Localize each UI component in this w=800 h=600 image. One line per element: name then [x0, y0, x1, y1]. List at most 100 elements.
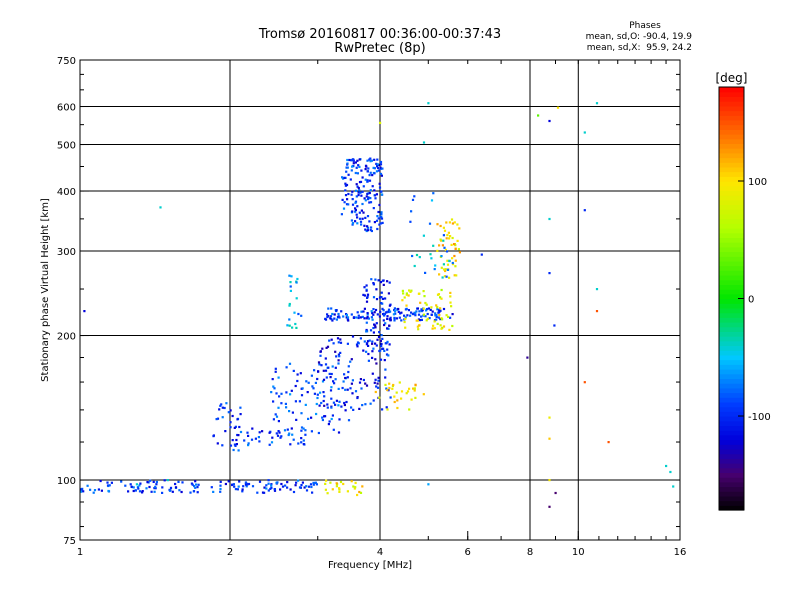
data-point — [288, 274, 291, 277]
data-point — [257, 436, 260, 439]
colorbar-segment — [719, 195, 744, 201]
data-point — [272, 418, 275, 421]
colorbar-segment — [719, 303, 744, 309]
data-point — [229, 444, 233, 447]
data-point — [354, 161, 357, 164]
data-point — [367, 192, 370, 195]
data-point — [347, 192, 350, 196]
data-point — [437, 311, 440, 314]
data-point — [338, 355, 341, 358]
data-point — [277, 406, 280, 409]
data-point — [389, 396, 392, 399]
data-point — [415, 310, 418, 313]
data-point — [233, 485, 236, 488]
data-point — [445, 314, 448, 317]
data-point — [367, 317, 370, 320]
data-point — [110, 481, 113, 484]
data-point — [371, 342, 374, 345]
data-point — [375, 322, 378, 325]
data-point — [354, 210, 357, 213]
colorbar-segment — [719, 87, 744, 93]
data-point — [446, 263, 450, 266]
data-point — [356, 493, 359, 497]
data-point — [365, 229, 368, 233]
data-point — [345, 316, 348, 319]
data-point — [97, 488, 100, 491]
data-point — [337, 353, 340, 356]
data-point — [431, 327, 434, 330]
data-point — [405, 293, 408, 296]
data-point — [387, 308, 391, 311]
data-point — [329, 376, 332, 379]
data-point — [366, 225, 369, 228]
data-point — [272, 385, 275, 388]
data-point — [448, 221, 451, 224]
data-point — [370, 310, 373, 313]
data-point — [288, 410, 291, 413]
data-point — [374, 378, 377, 381]
data-point — [442, 268, 446, 271]
data-point — [422, 234, 425, 237]
data-point — [342, 380, 345, 383]
data-point — [365, 330, 368, 333]
data-point — [374, 358, 377, 361]
data-point — [314, 381, 317, 384]
data-point — [376, 227, 379, 231]
data-point — [365, 350, 368, 353]
data-point — [442, 263, 445, 266]
data-point — [384, 376, 387, 379]
data-point — [80, 490, 83, 493]
data-point — [369, 201, 373, 204]
data-point — [357, 164, 360, 167]
data-point — [296, 379, 299, 383]
data-point — [377, 217, 380, 220]
data-point — [439, 238, 442, 241]
data-point — [327, 423, 330, 426]
data-point — [434, 264, 437, 267]
data-point — [408, 289, 411, 292]
data-point — [349, 387, 352, 390]
chart-subtitle: RwPretec (8p) — [334, 41, 426, 56]
data-point — [339, 341, 343, 344]
colorbar-segment — [719, 397, 744, 403]
data-point — [375, 219, 379, 222]
data-point — [450, 305, 453, 308]
data-point — [406, 390, 410, 393]
data-point — [325, 346, 328, 349]
data-point — [366, 192, 369, 195]
data-point — [364, 403, 367, 406]
data-point — [316, 396, 319, 400]
colorbar-segment — [719, 378, 744, 384]
data-point — [391, 387, 394, 390]
data-point — [357, 191, 360, 194]
data-point — [444, 269, 447, 273]
data-point — [141, 491, 144, 494]
data-point — [233, 426, 236, 429]
data-point — [439, 307, 442, 310]
colorbar-segment — [719, 425, 744, 431]
data-point — [237, 485, 240, 488]
data-point — [366, 340, 370, 343]
data-point — [134, 489, 137, 492]
data-point — [305, 489, 309, 492]
data-point — [346, 158, 349, 162]
data-point — [362, 211, 365, 214]
data-point — [422, 290, 425, 293]
data-point — [376, 163, 379, 166]
data-point — [380, 334, 383, 337]
colorbar-segment — [719, 317, 744, 323]
data-point — [451, 261, 454, 265]
data-point — [356, 396, 359, 400]
data-point — [280, 435, 283, 438]
data-point — [435, 315, 438, 318]
data-point — [351, 198, 354, 201]
colorbar-segment — [719, 307, 744, 314]
data-point — [237, 449, 240, 452]
data-point — [224, 482, 227, 486]
data-point — [548, 416, 551, 419]
data-point — [315, 483, 318, 486]
data-point — [378, 186, 382, 189]
data-point — [296, 373, 299, 376]
data-point — [366, 315, 369, 318]
data-point — [373, 381, 376, 384]
